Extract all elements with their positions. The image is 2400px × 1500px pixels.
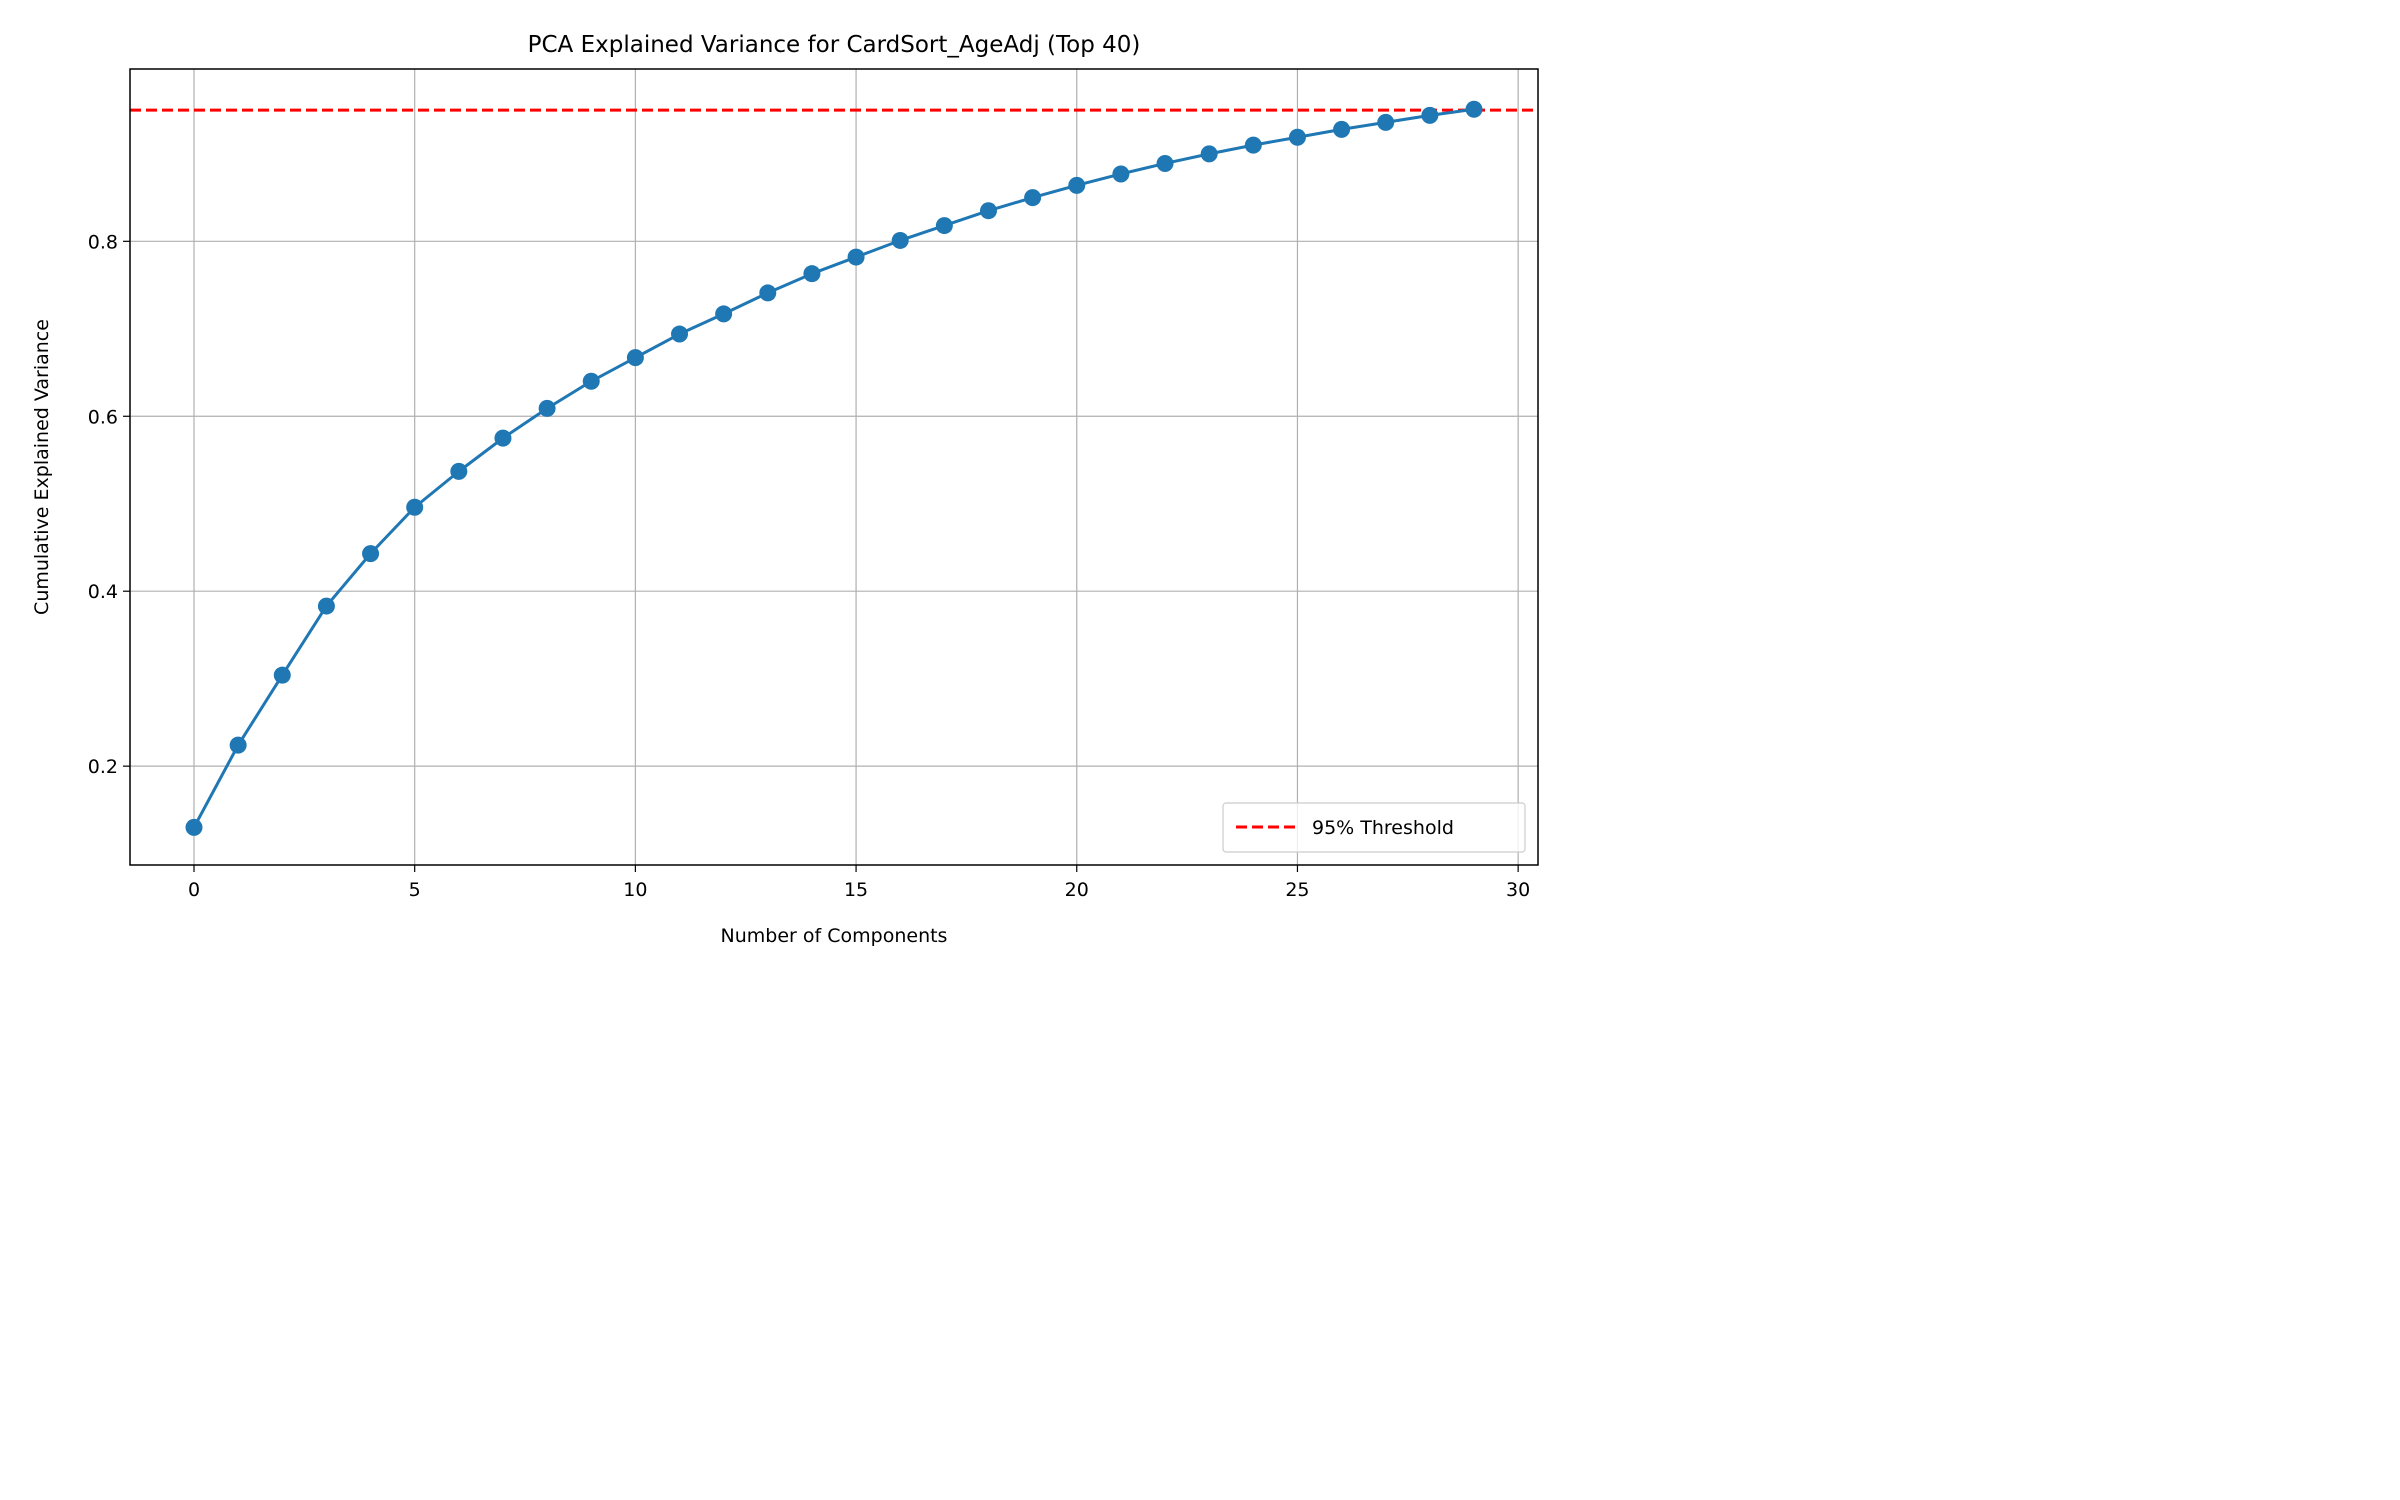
data-point [273,666,291,684]
grid-layer [130,69,1538,865]
data-point [1244,136,1262,154]
legend: 95% Threshold [1222,802,1526,853]
data-point [582,372,600,390]
data-point [229,736,247,754]
x-axis-label: Number of Components [721,925,948,947]
x-tick-label: 0 [188,879,200,901]
data-point [1421,106,1439,124]
x-axis-ticks: 0 5 10 15 20 25 30 [188,865,1530,901]
data-point [450,462,468,480]
y-tick-label: 0.6 [88,406,118,428]
data-point [715,305,733,323]
data-point [1068,176,1086,194]
data-point [1288,128,1306,146]
data-point [979,202,997,220]
data-point [803,265,821,283]
data-point [317,597,335,615]
data-point [185,818,203,836]
data-point [891,231,909,249]
x-tick-label: 5 [409,879,421,901]
data-point [935,217,953,235]
series-layer [185,100,1483,836]
y-axis-ticks: 0.2 0.4 0.6 0.8 [88,231,130,778]
data-point [626,349,644,367]
x-tick-label: 10 [623,879,647,901]
chart-figure: 0 5 10 15 20 25 30 0.2 0.4 0.6 0.8 PCA Explained … [0,0,1561,977]
x-tick-label: 30 [1506,879,1530,901]
data-point [759,284,777,302]
data-point [671,325,689,343]
data-point [538,399,556,417]
y-tick-label: 0.8 [88,231,118,253]
data-point [1112,165,1130,183]
chart-title: PCA Explained Variance for CardSort_AgeA… [528,32,1141,58]
data-point [406,498,424,516]
data-point [1024,189,1042,207]
chart-canvas: 0 5 10 15 20 25 30 0.2 0.4 0.6 0.8 PCA Explained … [0,0,1561,977]
plot-frame [129,68,1539,866]
y-axis-label: Cumulative Explained Variance [31,319,53,615]
y-tick-label: 0.2 [88,756,118,778]
data-point [1465,100,1483,118]
data-point [362,545,380,563]
legend-box [1222,802,1526,853]
data-point [1333,120,1351,138]
data-point [494,429,512,447]
data-point [1377,113,1395,131]
x-tick-label: 20 [1065,879,1089,901]
x-tick-label: 25 [1285,879,1309,901]
data-point [1200,145,1218,163]
x-tick-label: 15 [844,879,868,901]
y-tick-label: 0.4 [88,581,118,603]
legend-label-threshold: 95% Threshold [1312,817,1454,839]
data-point [847,248,865,266]
data-point [1156,154,1174,172]
